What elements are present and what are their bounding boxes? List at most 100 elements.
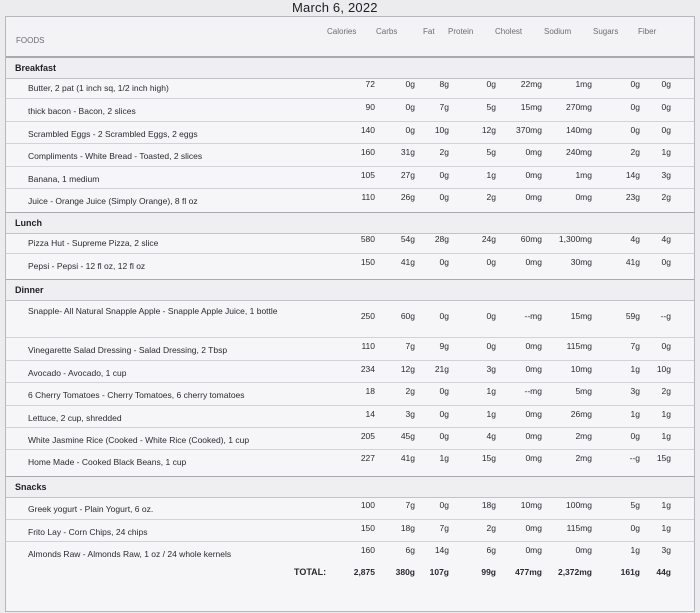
food-name: White Jasmine Rice (Cooked - White Rice … <box>28 435 250 445</box>
fat-value: 9g <box>439 341 449 351</box>
protein-value: 2g <box>486 523 496 533</box>
calories-value: 18 <box>365 386 375 396</box>
total-carbs-value: 380g <box>395 567 415 577</box>
carbs-value: 12g <box>400 364 415 374</box>
calories-value: 160 <box>360 147 375 157</box>
sodium-value: 1mg <box>575 79 592 89</box>
carbs-value: 6g <box>405 545 415 555</box>
fat-value: 0g <box>439 431 449 441</box>
fat-value: 0g <box>439 192 449 202</box>
table-row: Home Made - Cooked Black Beans, 1 cup 227… <box>6 449 694 472</box>
fiber-value: 2g <box>661 192 671 202</box>
calories-value: 150 <box>360 523 375 533</box>
table-row: Juice - Orange Juice (Simply Orange), 8 … <box>6 188 694 211</box>
carbs-value: 31g <box>400 147 415 157</box>
food-name: thick bacon - Bacon, 2 slices <box>28 106 136 116</box>
fiber-value: 0g <box>661 341 671 351</box>
protein-value: 6g <box>486 545 496 555</box>
protein-value: 5g <box>486 102 496 112</box>
sodium-value: 1,300mg <box>558 234 592 244</box>
carbs-value: 26g <box>400 192 415 202</box>
cholest-value: 0mg <box>525 409 542 419</box>
total-fat-value: 107g <box>429 567 449 577</box>
calories-value: 140 <box>360 125 375 135</box>
table-row: Butter, 2 pat (1 inch sq, 1/2 inch high)… <box>6 76 694 98</box>
carbs-value: 7g <box>405 500 415 510</box>
carbs-value: 0g <box>405 79 415 89</box>
food-name: 6 Cherry Tomatoes - Cherry Tomatoes, 6 c… <box>28 390 245 400</box>
fat-value: 2g <box>439 147 449 157</box>
foods-column-header: FOODS <box>16 36 45 45</box>
calories-value: 14 <box>365 409 375 419</box>
sugars-value: 23g <box>625 192 640 202</box>
calories-value: 100 <box>360 500 375 510</box>
sodium-value: 0mg <box>575 192 592 202</box>
protein-column-header: Protein <box>448 27 474 36</box>
carbs-value: 54g <box>400 234 415 244</box>
fat-value: 28g <box>434 234 449 244</box>
section-title: Lunch <box>15 218 42 228</box>
food-name: Butter, 2 pat (1 inch sq, 1/2 inch high) <box>28 83 169 93</box>
table-row: Scrambled Eggs - 2 Scrambled Eggs, 2 egg… <box>6 121 694 144</box>
cholest-value: 0mg <box>525 431 542 441</box>
cholest-value: 0mg <box>525 364 542 374</box>
protein-value: 4g <box>486 431 496 441</box>
sodium-value: 270mg <box>566 102 592 112</box>
calories-value: 250 <box>360 311 375 321</box>
sodium-value: 2mg <box>575 453 592 463</box>
carbs-value: 2g <box>405 386 415 396</box>
table-row: Lettuce, 2 cup, shredded 14 3g 0g 1g 0mg 26mg 1… <box>6 405 694 428</box>
fat-value: 0g <box>439 311 449 321</box>
food-name: Scrambled Eggs - 2 Scrambled Eggs, 2 egg… <box>28 129 198 139</box>
protein-value: 0g <box>486 257 496 267</box>
fat-value: 0g <box>439 409 449 419</box>
calories-value: 72 <box>365 79 375 89</box>
cholest-value: 60mg <box>520 234 542 244</box>
carbs-value: 27g <box>400 170 415 180</box>
carbs-value: 45g <box>400 431 415 441</box>
food-name: Pizza Hut - Supreme Pizza, 2 slice <box>28 238 159 248</box>
fat-value: 0g <box>439 386 449 396</box>
fat-value: 8g <box>439 79 449 89</box>
table-row: Compliments - White Bread - Toasted, 2 s… <box>6 143 694 166</box>
cholest-value: 15mg <box>520 102 542 112</box>
calories-value: 110 <box>361 341 375 351</box>
fiber-value: 1g <box>661 431 671 441</box>
sugars-value: --g <box>629 453 640 463</box>
sodium-column-header: Sodium <box>544 27 572 36</box>
table-row: 6 Cherry Tomatoes - Cherry Tomatoes, 6 c… <box>6 382 694 405</box>
cholest-value: 0mg <box>525 257 542 267</box>
table-row: Almonds Raw - Almonds Raw, 1 oz / 24 who… <box>6 541 694 564</box>
calories-value: 110 <box>361 192 375 202</box>
protein-value: 1g <box>486 386 496 396</box>
cholest-value: 0mg <box>525 170 542 180</box>
carbs-value: 60g <box>400 311 415 321</box>
food-name: Pepsi - Pepsi - 12 fl oz, 12 fl oz <box>28 261 146 271</box>
protein-value: 3g <box>486 364 496 374</box>
fat-value: 7g <box>439 102 449 112</box>
table-row: Pizza Hut - Supreme Pizza, 2 slice 580 54g… <box>6 231 694 253</box>
total-sugars-value: 161g <box>620 567 640 577</box>
food-name: Home Made - Cooked Black Beans, 1 cup <box>28 457 187 467</box>
section-header: Dinner <box>6 279 694 301</box>
protein-value: 1g <box>486 170 496 180</box>
calories-value: 90 <box>365 102 375 112</box>
cholest-value: 0mg <box>525 545 542 555</box>
sodium-value: 115mg <box>566 523 592 533</box>
fiber-value: 1g <box>661 409 671 419</box>
carbs-value: 18g <box>400 523 415 533</box>
carbs-value: 41g <box>400 453 415 463</box>
sugars-value: 5g <box>630 500 640 510</box>
carbs-value: 3g <box>405 409 415 419</box>
total-sodium-value: 2,372mg <box>557 567 592 577</box>
sodium-value: 240mg <box>566 147 592 157</box>
sodium-value: 1mg <box>575 170 592 180</box>
table-row: Pepsi - Pepsi - 12 fl oz, 12 fl oz 150 41g… <box>6 253 694 276</box>
calories-value: 105 <box>360 170 375 180</box>
calories-value: 205 <box>360 431 375 441</box>
table-row: Frito Lay - Corn Chips, 24 chips 150 18g 7g… <box>6 519 694 542</box>
fat-value: 10g <box>434 125 449 135</box>
sodium-value: 140mg <box>566 125 592 135</box>
table-row: Vinegarette Salad Dressing - Salad Dress… <box>6 337 694 360</box>
cholest-value: 0mg <box>525 341 542 351</box>
